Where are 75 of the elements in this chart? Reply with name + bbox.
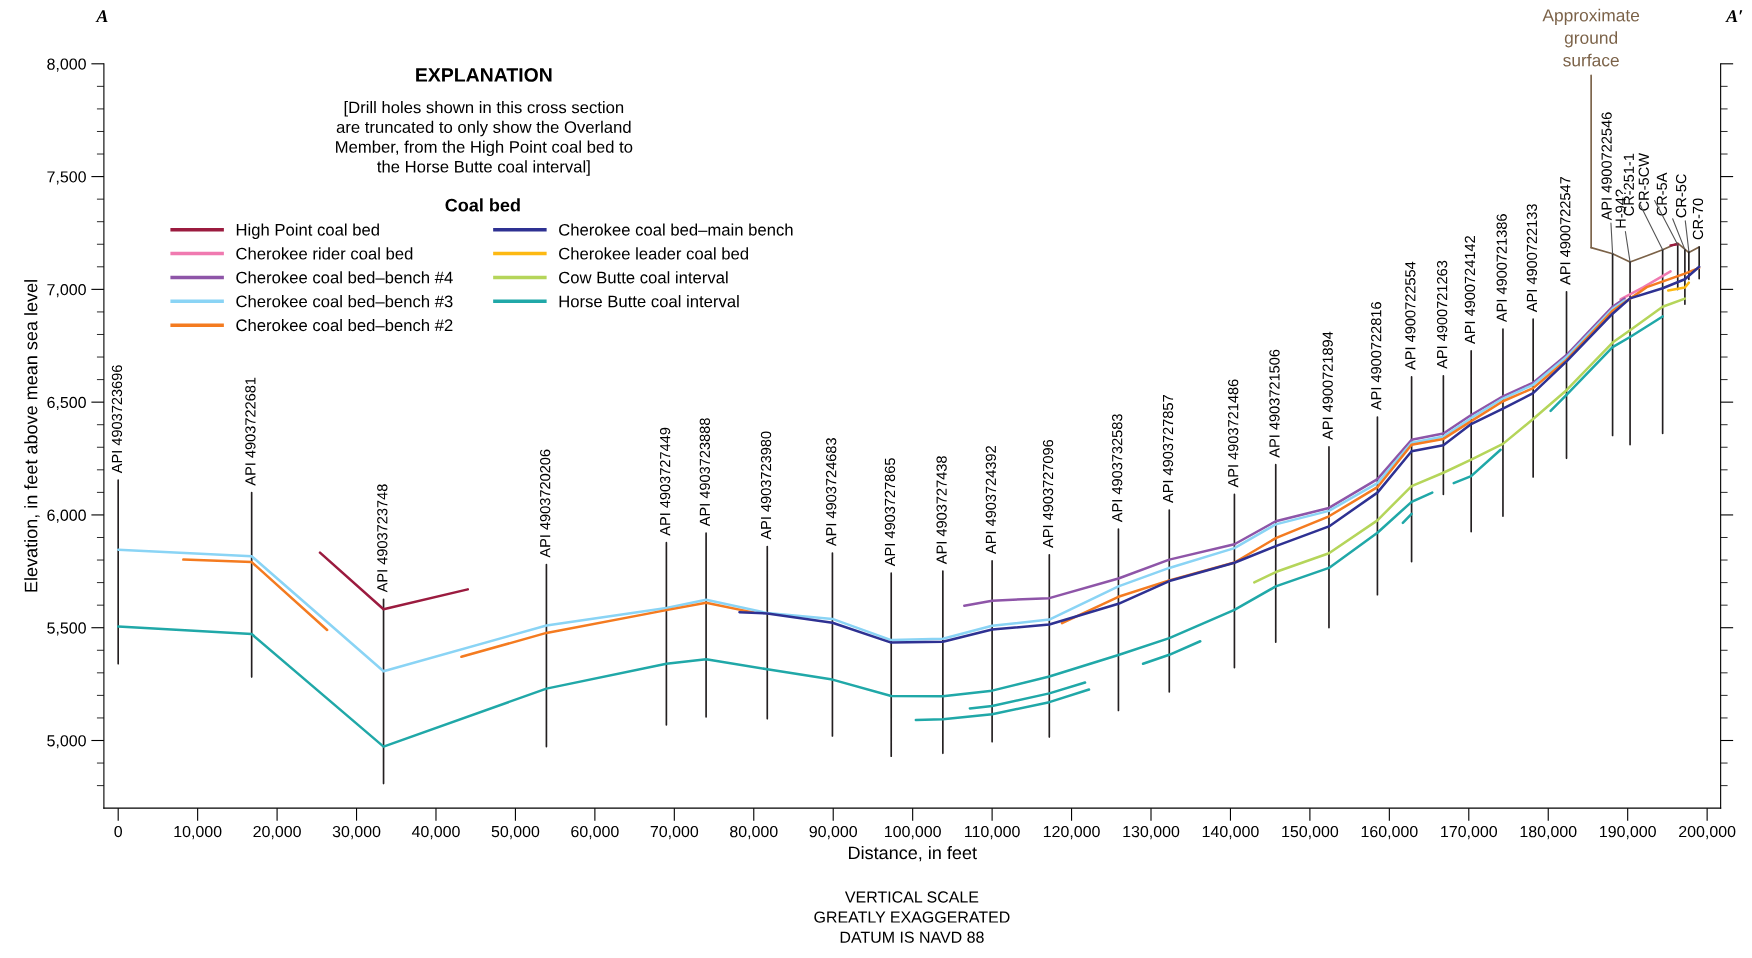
x-tick-label: 10,000: [174, 825, 222, 840]
x-tick-label: 0: [114, 825, 123, 838]
annotation: API 4903721506: [1269, 349, 1280, 458]
x-tick-label: 70,000: [650, 825, 699, 840]
x-axis-title: Distance, in feet: [849, 845, 977, 862]
annotation: API 4903721486: [1228, 379, 1239, 488]
x-tick-label: 30,000: [332, 825, 381, 840]
annotation: API 4903720206: [540, 449, 551, 558]
annotation: API 4903727857: [1162, 395, 1174, 503]
y-tick-label: 7,500: [47, 171, 86, 185]
x-tick-label: 130,000: [1123, 825, 1180, 840]
annotation: API 4903722681: [245, 377, 256, 486]
annotation: API 4900722547: [1560, 176, 1571, 285]
legend-label: Cherokee coal bed–bench #4: [236, 271, 453, 284]
x-tick-label: 190,000: [1600, 825, 1656, 840]
annotation: CR-70: [1692, 198, 1704, 240]
annotation: API 4903727449: [659, 427, 671, 536]
x-tick-label: 180,000: [1520, 825, 1577, 840]
x-tick-label: 50,000: [491, 825, 540, 840]
annotation: API 4900721263: [1436, 260, 1448, 369]
chart-title: EXPLANATION: [416, 68, 552, 82]
x-tick-label: 20,000: [253, 825, 301, 840]
x-tick-label: 140,000: [1202, 825, 1259, 840]
y-tick-label: 5,000: [47, 735, 86, 749]
text: [Drill holes shown in this cross section are truncated to only show the Overland Member, from the High Point coal bed to the Horse Butte coal interval]: [336, 101, 633, 176]
legend-label: High Point coal bed: [236, 223, 379, 239]
text: A: [95, 10, 108, 23]
x-tick-label: 160,000: [1361, 825, 1418, 840]
annotation: API 4903727865: [884, 458, 896, 567]
annotation: CR-5CW: [1638, 153, 1649, 211]
x-tick-label: 150,000: [1282, 825, 1339, 840]
annotation: API 4903723980: [760, 431, 772, 540]
x-tick-label: 100,000: [885, 825, 941, 840]
annotation: API 4900722554: [1405, 261, 1416, 370]
legend-label: Cow Butte coal interval: [559, 271, 728, 284]
legend-label: Cherokee coal bed–bench #2: [236, 318, 453, 332]
text: VERTICAL SCALE GREATLY EXAGGERATED DATUM IS NAVD 88: [814, 891, 1010, 943]
annotation: CR-5A: [1656, 172, 1667, 216]
annotation: API 4900722546: [1601, 112, 1612, 221]
annotation: API 4903723696: [111, 365, 123, 474]
annotation: API 4903723748: [377, 484, 388, 593]
legend-label: Cherokee coal bed–main bench: [559, 223, 793, 236]
x-tick-label: 120,000: [1043, 825, 1100, 840]
y-tick-label: 6,000: [47, 509, 86, 523]
x-tick-label: 170,000: [1441, 825, 1498, 840]
y-tick-label: 8,000: [47, 58, 86, 72]
legend-label: Cherokee leader coal bed: [559, 247, 749, 260]
y-tick-label: 7,000: [47, 284, 86, 298]
annotation: API 4903723888: [699, 418, 711, 527]
annotation: API 4900722816: [1371, 302, 1382, 411]
annotation: API 4903727438: [936, 456, 947, 565]
x-tick-label: 40,000: [411, 825, 460, 840]
legend-label: Cherokee rider coal bed: [236, 247, 413, 260]
annotation: API 4900721894: [1322, 331, 1333, 440]
legend-label: Horse Butte coal interval: [559, 295, 739, 308]
text: A′: [1725, 10, 1743, 23]
y-tick-label: 6,500: [47, 396, 86, 410]
annotation: API 4900721386: [1496, 214, 1507, 323]
annotation: API 4900722133: [1526, 204, 1538, 313]
x-tick-label: 90,000: [809, 825, 858, 840]
y-axis-title: Elevation, in feet above mean sea level: [24, 280, 40, 592]
annotation: API 4903724683: [826, 438, 837, 547]
annotation: API 4903727096: [1042, 439, 1054, 548]
legend-label: Cherokee coal bed–bench #3: [236, 295, 453, 308]
annotation: API 4903724392: [985, 446, 997, 554]
x-tick-label: 60,000: [571, 825, 619, 840]
annotation: CR-5C: [1675, 174, 1687, 218]
text: Approximate ground surface: [1542, 8, 1640, 67]
annotation: API 4900724142: [1464, 236, 1476, 344]
annotation: API 4903732583: [1112, 414, 1123, 523]
x-tick-label: 80,000: [730, 825, 778, 840]
x-tick-label: 200,000: [1679, 825, 1736, 840]
y-tick-label: 5,500: [47, 622, 86, 636]
x-tick-label: 110,000: [965, 825, 1020, 840]
legend-title: Coal bed: [445, 198, 520, 212]
